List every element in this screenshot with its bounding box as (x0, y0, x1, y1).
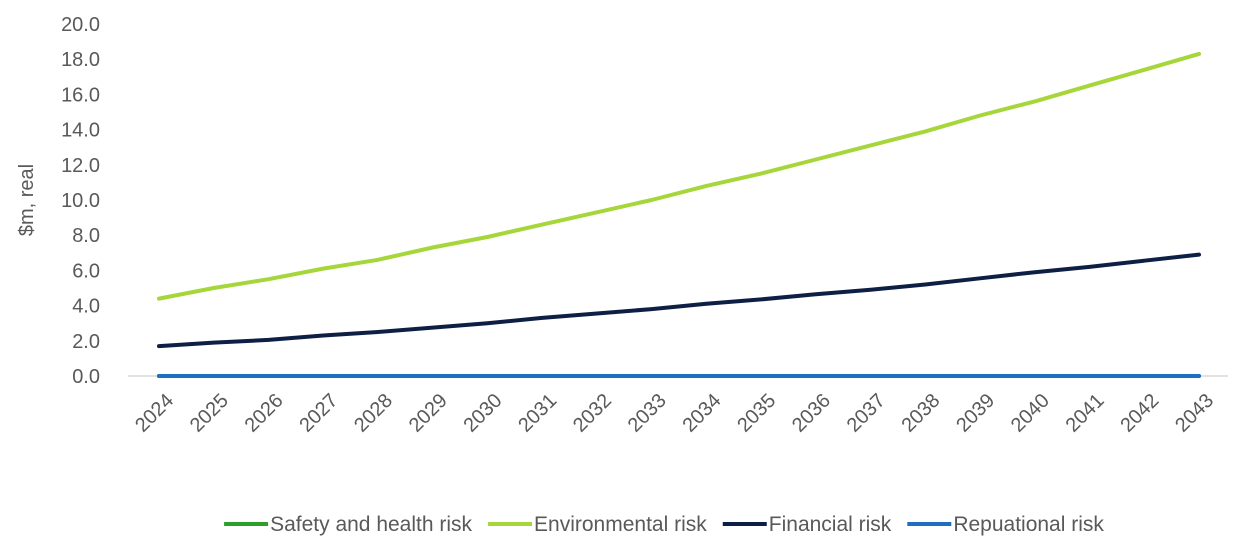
legend-label: Repuational risk (953, 513, 1104, 536)
y-tick-label: 4.0 (72, 296, 100, 318)
y-tick-label: 10.0 (61, 190, 100, 212)
y-axis-title-group: $m, real (16, 164, 38, 236)
y-tick-label: 14.0 (61, 120, 100, 142)
legend-item: Financial risk (722, 513, 892, 536)
x-tick-label: 2025 (186, 390, 233, 437)
legend-item: Environmental risk (488, 513, 707, 536)
x-tick-label: 2032 (569, 390, 616, 437)
y-tick-label: 0.0 (72, 366, 100, 388)
series-lines (157, 51, 1201, 378)
x-tick-label: 2040 (1007, 390, 1054, 437)
x-tick-label: 2038 (897, 390, 944, 437)
x-tick-label: 2034 (678, 390, 725, 437)
x-tick-label: 2028 (350, 390, 397, 437)
legend-label: Financial risk (769, 513, 892, 536)
x-tick-label: 2030 (460, 390, 507, 437)
x-tick-label: 2029 (405, 390, 452, 437)
x-tick-label: 2036 (788, 390, 835, 437)
x-tick-label: 2037 (843, 390, 890, 437)
y-tick-labels: 0.0 2.0 4.0 6.0 8.0 10.0 12.0 14.0 16.0 18.0 20.0 (61, 14, 100, 388)
y-tick-label: 20.0 (61, 14, 100, 36)
series-line-financial-risk (157, 252, 1201, 349)
y-tick-label: 16.0 (61, 84, 100, 106)
y-axis-title: $m, real (16, 164, 38, 236)
x-tick-label: 2041 (1062, 390, 1109, 437)
x-tick-label: 2039 (952, 390, 999, 437)
legend-label: Environmental risk (534, 513, 707, 536)
x-tick-label: 2035 (733, 390, 780, 437)
y-tick-label: 8.0 (72, 225, 100, 247)
y-tick-label: 18.0 (61, 49, 100, 71)
series-line-environmental-risk (157, 51, 1201, 301)
x-tick-label: 2027 (295, 390, 342, 437)
legend: Safety and health risk Environmental risk… (224, 513, 1104, 536)
x-tick-label: 2043 (1171, 390, 1218, 437)
x-tick-label: 2031 (514, 390, 561, 437)
x-tick-label: 2026 (241, 390, 288, 437)
x-tick-label: 2033 (624, 390, 671, 437)
legend-label: Safety and health risk (270, 513, 472, 536)
y-tick-label: 2.0 (72, 331, 100, 353)
y-tick-label: 12.0 (61, 155, 100, 177)
x-tick-label: 2042 (1116, 390, 1163, 437)
y-tick-label: 6.0 (72, 260, 100, 282)
x-tick-label: 2024 (131, 390, 178, 437)
legend-item: Safety and health risk (224, 513, 473, 536)
x-tick-labels: 2024 2025 2026 2027 2028 2029 2030 2031 2032 2033… (131, 390, 1218, 437)
legend-item: Repuational risk (907, 513, 1104, 536)
